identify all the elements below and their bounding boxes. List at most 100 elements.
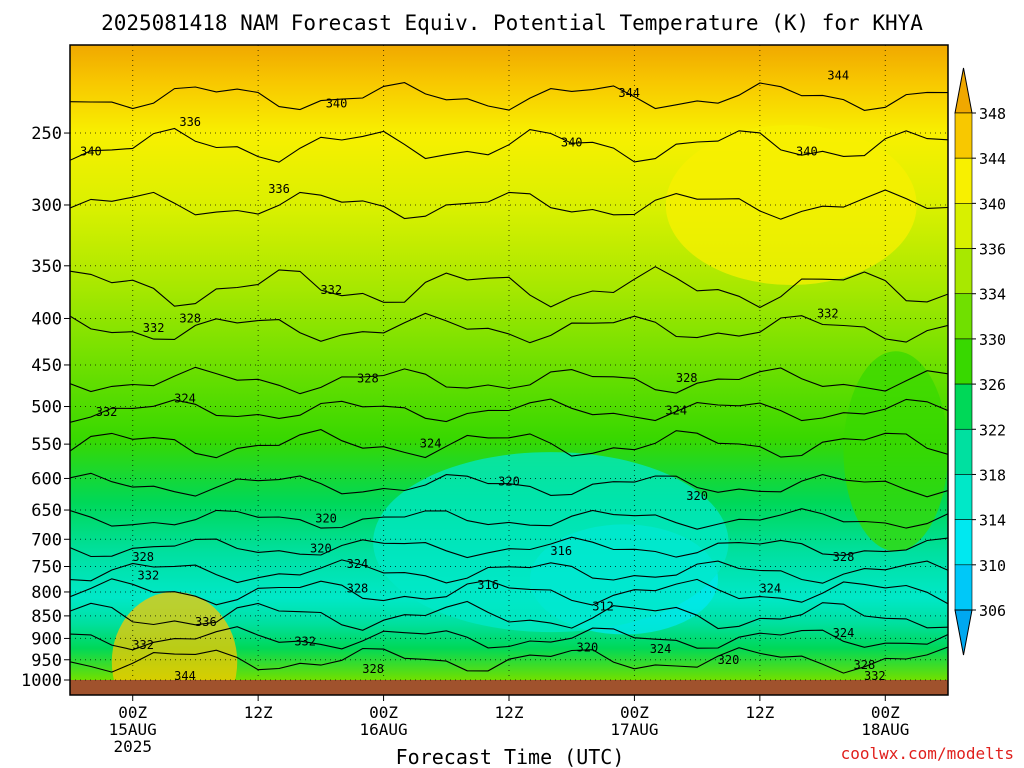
contour-label: 312 bbox=[592, 599, 614, 613]
x-axis-label: Forecast Time (UTC) bbox=[396, 745, 625, 768]
x-tick-label: 12Z bbox=[495, 703, 524, 722]
grid-lines bbox=[70, 45, 948, 681]
contour-label: 316 bbox=[477, 578, 499, 592]
y-tick-label: 700 bbox=[31, 530, 62, 550]
colorbar-label: 310 bbox=[979, 557, 1006, 575]
contour-line bbox=[70, 472, 948, 498]
colorbar-label: 340 bbox=[979, 195, 1006, 213]
credit-text: coolwx.com/modelts bbox=[841, 744, 1014, 763]
contour-label: 340 bbox=[796, 145, 818, 159]
y-tick-label: 500 bbox=[31, 398, 62, 418]
contour-line bbox=[70, 189, 948, 220]
colorbar-swatch bbox=[954, 248, 973, 295]
contour-label: 328 bbox=[362, 662, 384, 676]
x-tick-label: 12Z bbox=[244, 703, 273, 722]
colorbar: 348 344 340 336 334 330 326 322 318 314 310 306 bbox=[954, 67, 1006, 656]
y-tick-label: 650 bbox=[31, 501, 62, 521]
y-tick-label: 600 bbox=[31, 469, 62, 489]
contour-label: 328 bbox=[132, 550, 154, 564]
colorbar-top-arrow bbox=[954, 67, 973, 114]
contour-label: 332 bbox=[138, 568, 160, 582]
y-tick-label: 300 bbox=[31, 196, 62, 216]
colorbar-swatch bbox=[954, 474, 973, 520]
contour-label: 324 bbox=[650, 642, 672, 656]
contour-line bbox=[70, 366, 948, 395]
contour-label: 332 bbox=[864, 669, 886, 683]
contour-label: 328 bbox=[833, 550, 855, 564]
y-tick-label: 750 bbox=[31, 557, 62, 577]
contour-line bbox=[70, 626, 948, 651]
contour-label: 340 bbox=[561, 135, 583, 149]
contour-label: 328 bbox=[357, 372, 379, 386]
contour-label: 328 bbox=[347, 581, 369, 595]
colorbar-label: 344 bbox=[979, 150, 1006, 168]
contour-line bbox=[70, 429, 948, 459]
colorbar-bottom-arrow bbox=[954, 609, 973, 656]
contour-label: 328 bbox=[179, 311, 201, 325]
y-tick-label: 1000 bbox=[21, 671, 62, 691]
x-tick-date: 16AUG bbox=[359, 720, 407, 739]
x-tick-label: 00Z bbox=[620, 703, 649, 722]
contour-label: 320 bbox=[718, 653, 740, 667]
colorbar-label: 330 bbox=[979, 331, 1006, 349]
contour-label: 332 bbox=[817, 307, 839, 321]
contour-label: 332 bbox=[294, 634, 316, 648]
colorbar-swatch bbox=[954, 564, 973, 611]
colorbar-swatch bbox=[954, 519, 973, 566]
contour-label: 344 bbox=[174, 669, 196, 683]
contour-label: 336 bbox=[268, 182, 290, 196]
contour-label: 332 bbox=[143, 321, 165, 335]
contour-line bbox=[70, 578, 948, 606]
colorbar-label: 336 bbox=[979, 241, 1006, 259]
contour-label: 332 bbox=[320, 283, 342, 297]
contour-line bbox=[70, 508, 948, 530]
colorbar-swatch bbox=[954, 428, 973, 475]
contour-label: 324 bbox=[759, 581, 781, 595]
colorbar-label: 348 bbox=[979, 105, 1006, 123]
y-tick-label: 950 bbox=[31, 651, 62, 671]
contour-label: 320 bbox=[686, 489, 708, 503]
contour-line bbox=[70, 600, 948, 631]
contour-label: 324 bbox=[347, 557, 369, 571]
contour-label: 320 bbox=[498, 475, 520, 489]
y-tick-label: 900 bbox=[31, 629, 62, 649]
y-tick-label: 250 bbox=[31, 124, 62, 144]
colorbar-swatch bbox=[954, 112, 973, 159]
y-tick-label: 450 bbox=[31, 356, 62, 376]
contour-label: 344 bbox=[618, 86, 640, 100]
contour-label: 316 bbox=[550, 544, 572, 558]
x-tick-date: 18AUG bbox=[861, 720, 909, 739]
contour-line bbox=[70, 536, 948, 559]
colorbar-swatch bbox=[954, 157, 973, 204]
contour-line bbox=[70, 266, 948, 309]
colorbar-label: 326 bbox=[979, 376, 1006, 394]
y-axis: 2503003504004505005506006507007508008509… bbox=[21, 124, 70, 691]
x-tick-date: 15AUG bbox=[109, 720, 157, 739]
contour-label: 320 bbox=[577, 641, 599, 655]
contour-line bbox=[70, 646, 948, 674]
contour-label: 320 bbox=[315, 511, 337, 525]
contour-label: 328 bbox=[854, 658, 876, 672]
warm-upper-blob bbox=[665, 124, 917, 285]
contour-line bbox=[70, 312, 948, 344]
contour-label: 320 bbox=[310, 542, 332, 556]
y-tick-label: 800 bbox=[31, 583, 62, 603]
x-tick-year: 2025 bbox=[113, 737, 152, 756]
x-tick-label: 00Z bbox=[118, 703, 147, 722]
colorbar-label: 314 bbox=[979, 512, 1006, 530]
contour-label: 324 bbox=[420, 436, 442, 450]
x-tick-label: 12Z bbox=[745, 703, 774, 722]
contour-label: 336 bbox=[179, 115, 201, 129]
contour-label: 344 bbox=[827, 68, 849, 82]
ground-strip bbox=[70, 680, 948, 695]
contour-label: 332 bbox=[132, 638, 154, 652]
colorbar-label: 306 bbox=[979, 602, 1006, 620]
contour-label: 324 bbox=[665, 403, 687, 417]
x-tick-date: 17AUG bbox=[610, 720, 658, 739]
contour-line bbox=[70, 127, 948, 163]
x-tick-label: 00Z bbox=[871, 703, 900, 722]
contour-label: 340 bbox=[80, 145, 102, 159]
